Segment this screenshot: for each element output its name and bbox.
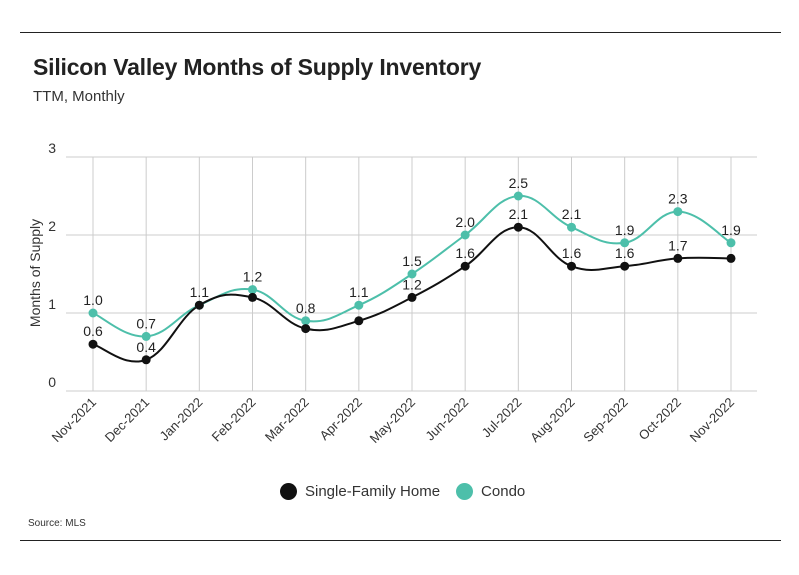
chart-title: Silicon Valley Months of Supply Inventor…	[33, 54, 482, 80]
data-label-condo: 1.9	[615, 222, 635, 238]
y-axis-ticks: 0 1 2 3	[48, 140, 56, 390]
legend-label-condo: Condo	[481, 483, 526, 500]
data-label-sfh: 2.1	[509, 206, 529, 222]
y-tick-label: 1	[48, 296, 56, 312]
y-tick-label: 2	[48, 218, 56, 234]
data-label-sfh: 1.2	[402, 276, 422, 292]
data-label-condo: 1.9	[721, 222, 741, 238]
chart-subtitle: TTM, Monthly	[33, 88, 125, 105]
point-sfh[interactable]	[194, 300, 204, 310]
point-condo[interactable]	[726, 238, 736, 248]
legend-marker-condo	[456, 483, 474, 500]
point-condo[interactable]	[567, 222, 576, 232]
point-condo[interactable]	[513, 191, 523, 201]
data-label-condo: 2.1	[562, 206, 582, 222]
data-label-condo: 1.2	[243, 269, 263, 285]
source-note: Source: MLS	[28, 518, 86, 529]
data-label-condo: 1.0	[83, 292, 103, 308]
data-label-condo: 2.5	[509, 175, 529, 191]
y-tick-label: 0	[48, 374, 56, 390]
data-label-condo: 0.8	[296, 300, 316, 316]
data-label-sfh: 0.4	[136, 339, 156, 355]
point-sfh[interactable]	[88, 339, 98, 349]
point-condo[interactable]	[301, 316, 311, 326]
x-tick-label: Apr-2022	[317, 395, 365, 443]
x-tick-label: Feb-2022	[209, 395, 259, 445]
top-rule	[20, 32, 781, 33]
x-tick-label: Mar-2022	[262, 395, 312, 445]
x-axis-ticks: Nov-2021 Dec-2021 Jan-2022 Feb-2022 Mar-2022…	[49, 395, 737, 446]
series-points	[88, 191, 736, 365]
point-sfh[interactable]	[460, 261, 470, 271]
data-label-condo: 2.0	[455, 214, 475, 230]
legend-marker-sfh	[280, 483, 297, 500]
point-sfh[interactable]	[354, 316, 364, 326]
point-sfh[interactable]	[567, 261, 576, 271]
point-condo[interactable]	[460, 230, 470, 240]
data-label-condo: 1.1	[349, 284, 369, 300]
point-sfh[interactable]	[248, 292, 257, 302]
data-label-condo: 1.1	[190, 284, 210, 300]
data-label-sfh: 0.6	[83, 323, 103, 339]
x-tick-label: Jul-2022	[479, 395, 525, 441]
data-label-condo: 2.3	[668, 191, 688, 207]
data-label-sfh: 1.6	[615, 245, 635, 261]
point-condo[interactable]	[88, 308, 98, 318]
legend-label-sfh: Single-Family Home	[305, 483, 441, 500]
point-sfh[interactable]	[301, 324, 311, 334]
x-tick-label: Nov-2021	[49, 395, 99, 445]
y-tick-label: 3	[48, 140, 56, 156]
legend: Single-Family Home Condo	[280, 483, 541, 500]
point-condo[interactable]	[354, 300, 364, 310]
data-labels: 0.6 0.4 1.2 1.6 2.1 1.6 1.6 1.7 1.0 0.7 1.1 1.2 0.8 1…	[83, 175, 741, 355]
bottom-rule	[20, 540, 781, 541]
x-tick-label: May-2022	[367, 395, 418, 446]
x-tick-label: Oct-2022	[636, 395, 684, 443]
point-condo[interactable]	[141, 331, 151, 341]
grid-lines	[66, 156, 757, 392]
data-label-sfh: 1.6	[562, 245, 582, 261]
x-tick-label: Sep-2022	[580, 395, 630, 445]
point-condo[interactable]	[407, 269, 417, 279]
data-label-sfh: 1.6	[455, 245, 475, 261]
point-condo[interactable]	[248, 285, 257, 295]
x-tick-label: Aug-2022	[527, 395, 577, 445]
x-tick-label: Jan-2022	[157, 395, 206, 444]
point-sfh[interactable]	[726, 253, 736, 263]
point-sfh[interactable]	[407, 292, 417, 302]
x-tick-label: Nov-2022	[687, 395, 737, 445]
point-sfh[interactable]	[673, 253, 683, 263]
x-tick-label: Jun-2022	[422, 395, 471, 444]
y-axis-label: Months of Supply	[27, 219, 43, 327]
legend-item-sfh[interactable]: Single-Family Home	[280, 483, 440, 500]
point-condo[interactable]	[673, 207, 683, 217]
point-sfh[interactable]	[513, 222, 523, 232]
legend-item-condo[interactable]: Condo	[456, 483, 525, 500]
point-condo[interactable]	[620, 238, 630, 248]
data-label-sfh: 1.7	[668, 237, 688, 253]
x-tick-label: Dec-2021	[102, 395, 152, 445]
data-label-condo: 0.7	[136, 315, 156, 331]
point-sfh[interactable]	[620, 261, 630, 271]
point-sfh[interactable]	[141, 355, 151, 365]
data-label-condo: 1.5	[402, 253, 422, 269]
